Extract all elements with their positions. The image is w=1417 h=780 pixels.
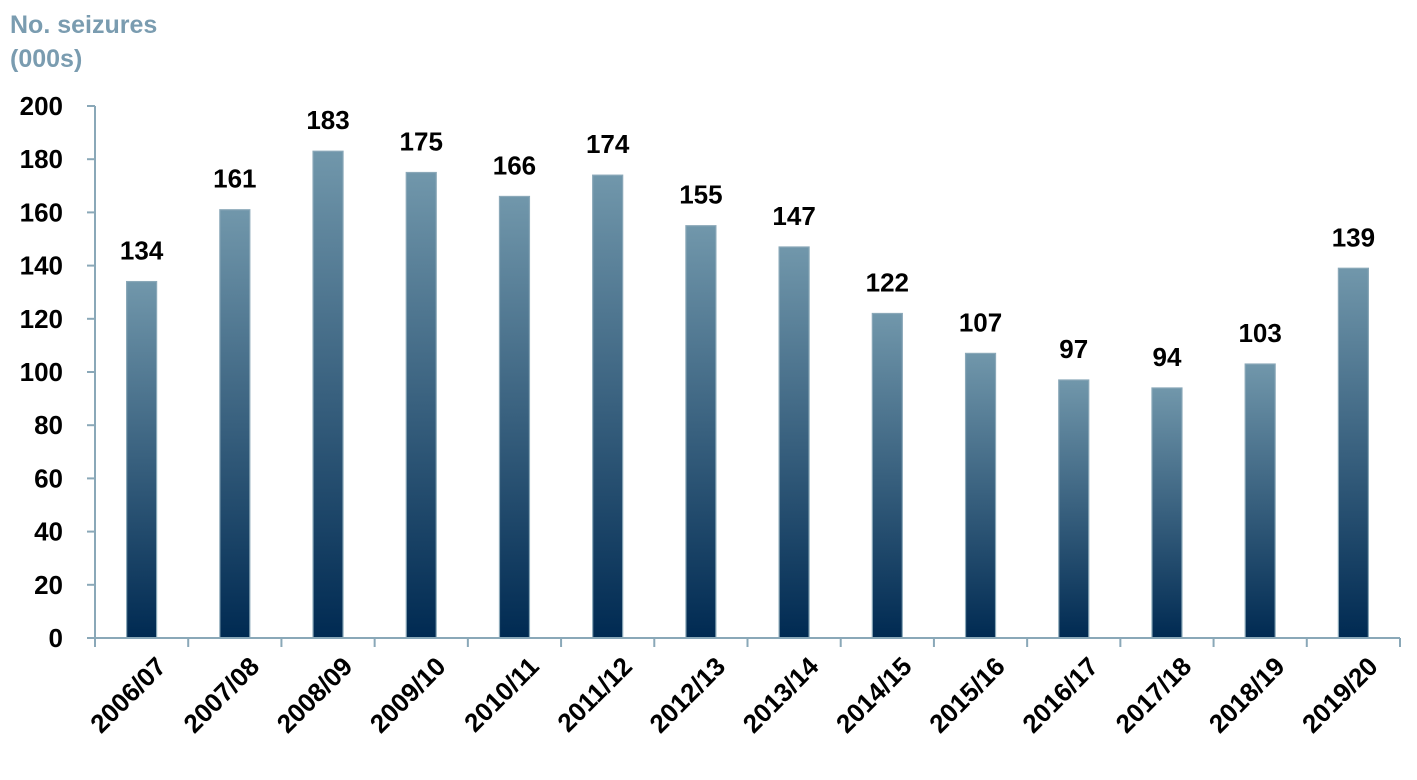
x-ticks-group: 2006/07 2007/08 2008/09 2009/10 2010/11 2011/… [84,638,1401,739]
axes-group [94,106,1400,639]
bar-2008/09 [312,150,344,639]
data-label-2008/09: 183 [306,105,349,135]
data-label-2017/18: 94 [1153,342,1182,372]
data-label-2018/19: 103 [1238,318,1281,348]
y-tick-label-140: 140 [20,251,63,281]
x-tick-label-2014/15: 2014/15 [830,651,918,739]
y-tick-label-120: 120 [20,304,63,334]
y-axis-title-line2: (000s) [10,45,83,73]
y-axis-title: No. seizures (000s) [10,8,157,76]
x-tick-label-2009/10: 2009/10 [364,651,452,739]
bar-2006/07 [126,280,158,639]
x-tick-label-2007/08: 2007/08 [177,651,265,739]
data-label-2019/20: 139 [1332,222,1375,252]
bar-2007/08 [219,209,251,639]
x-tick-label-2013/14: 2013/14 [737,651,825,739]
y-tick-label-100: 100 [20,357,63,387]
y-tick-label-40: 40 [34,517,63,547]
data-label-2010/11: 166 [493,150,536,180]
x-tick-label-2016/17: 2016/17 [1016,651,1104,739]
data-label-2014/15: 122 [866,267,909,297]
y-tick-label-180: 180 [20,144,63,174]
y-tick-label-160: 160 [20,197,63,227]
bar-2019/20 [1337,267,1369,639]
data-label-2016/17: 97 [1059,334,1088,364]
bar-2011/12 [592,174,624,639]
x-tick-label-2019/20: 2019/20 [1296,651,1384,739]
data-label-2012/13: 155 [679,180,722,210]
x-tick-label-2017/18: 2017/18 [1110,651,1198,739]
bars-group [126,150,1369,639]
y-axis-title-line1: No. seizures [10,11,158,39]
x-tick-label-2006/07: 2006/07 [84,651,172,739]
bar-2017/18 [1151,387,1183,639]
data-label-2015/16: 107 [959,307,1002,337]
bar-2012/13 [685,225,717,639]
bar-2015/16 [964,352,997,639]
x-tick-label-2015/16: 2015/16 [923,651,1011,739]
x-tick-label-2010/11: 2010/11 [458,651,545,738]
data-label-2007/08: 161 [213,164,256,194]
data-label-2009/10: 175 [400,127,443,157]
x-tick-label-2018/19: 2018/19 [1203,651,1291,739]
y-tick-label-200: 200 [20,91,63,121]
bar-2013/14 [778,246,810,639]
x-tick-label-2012/13: 2012/13 [643,651,731,739]
y-tick-label-60: 60 [34,463,63,493]
bar-2016/17 [1058,379,1090,639]
bar-2018/19 [1244,363,1276,639]
y-tick-label-20: 20 [34,570,63,600]
x-tick-label-2008/09: 2008/09 [271,651,359,739]
data-label-2006/07: 134 [120,236,164,266]
data-label-2011/12: 174 [586,129,630,159]
x-tick-label-2011/12: 2011/12 [551,651,638,738]
bar-2009/10 [405,171,437,639]
bar-2014/15 [871,312,903,639]
y-ticks-group: 0 20 40 60 80 100 120 140 160 180 200 [20,91,95,653]
y-tick-label-0: 0 [49,623,63,653]
bar-2010/11 [498,195,531,639]
data-label-2013/14: 147 [772,201,815,231]
y-tick-label-80: 80 [34,410,63,440]
data-labels-group: 134 161 183 175 166 174 155 147 122 107 97 94 103 139 [120,105,1375,372]
